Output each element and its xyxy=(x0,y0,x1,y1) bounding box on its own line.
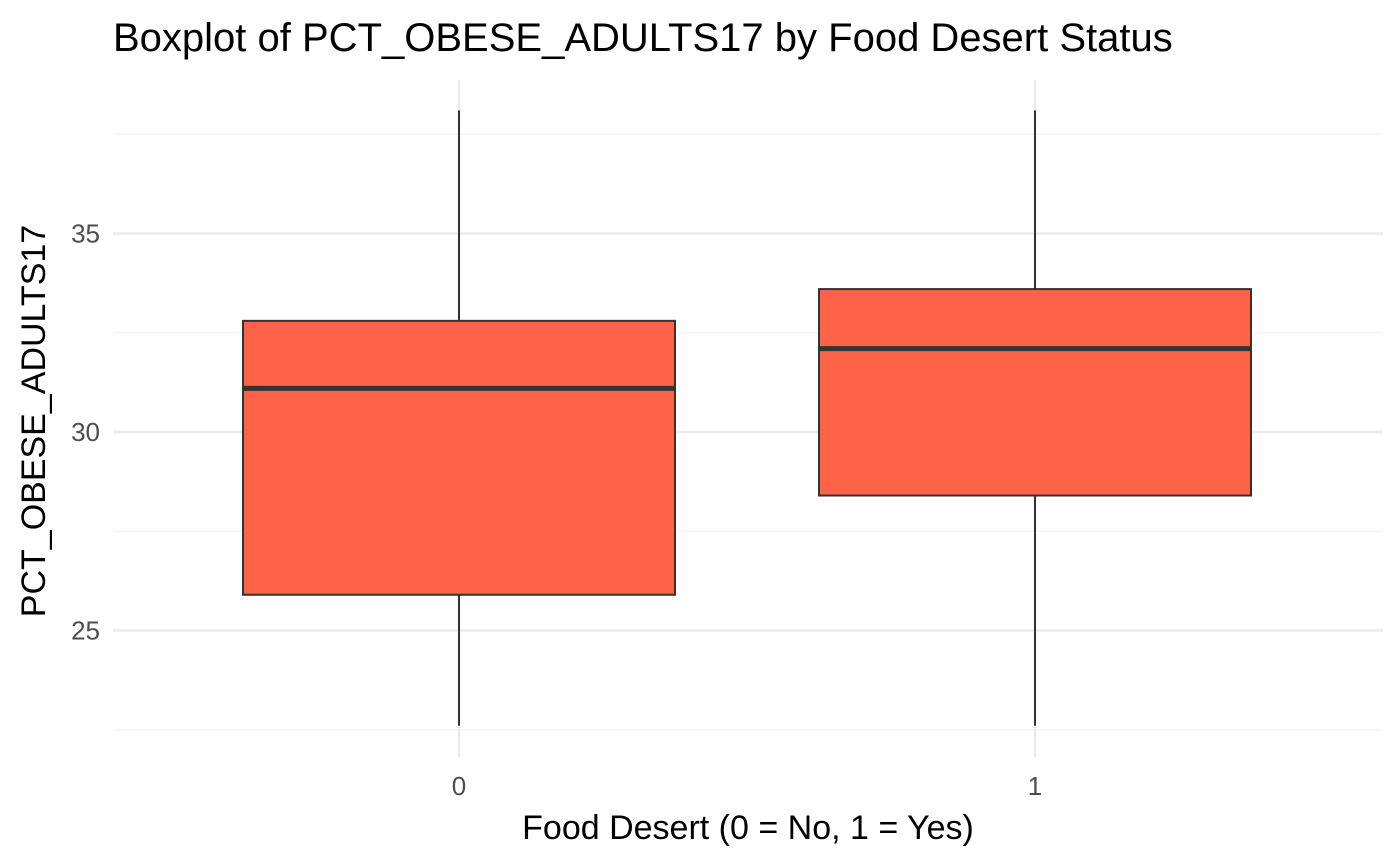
y-axis-ticks: 25 30 35 xyxy=(71,219,100,646)
y-axis-label: PCT_OBESE_ADULTS17 xyxy=(15,224,53,618)
box-series xyxy=(242,110,1252,726)
iqr-box xyxy=(818,288,1252,497)
x-tick-label: 1 xyxy=(1028,771,1042,801)
box-0 xyxy=(242,110,676,726)
box-1 xyxy=(818,110,1252,726)
chart-title: Boxplot of PCT_OBESE_ADULTS17 by Food De… xyxy=(113,16,1173,60)
iqr-box xyxy=(242,319,676,596)
x-axis-label: Food Desert (0 = No, 1 = Yes) xyxy=(522,809,974,847)
y-tick-label: 30 xyxy=(71,417,100,447)
y-tick-label: 25 xyxy=(71,616,100,646)
y-tick-label: 35 xyxy=(71,219,100,249)
x-tick-label: 0 xyxy=(452,771,466,801)
